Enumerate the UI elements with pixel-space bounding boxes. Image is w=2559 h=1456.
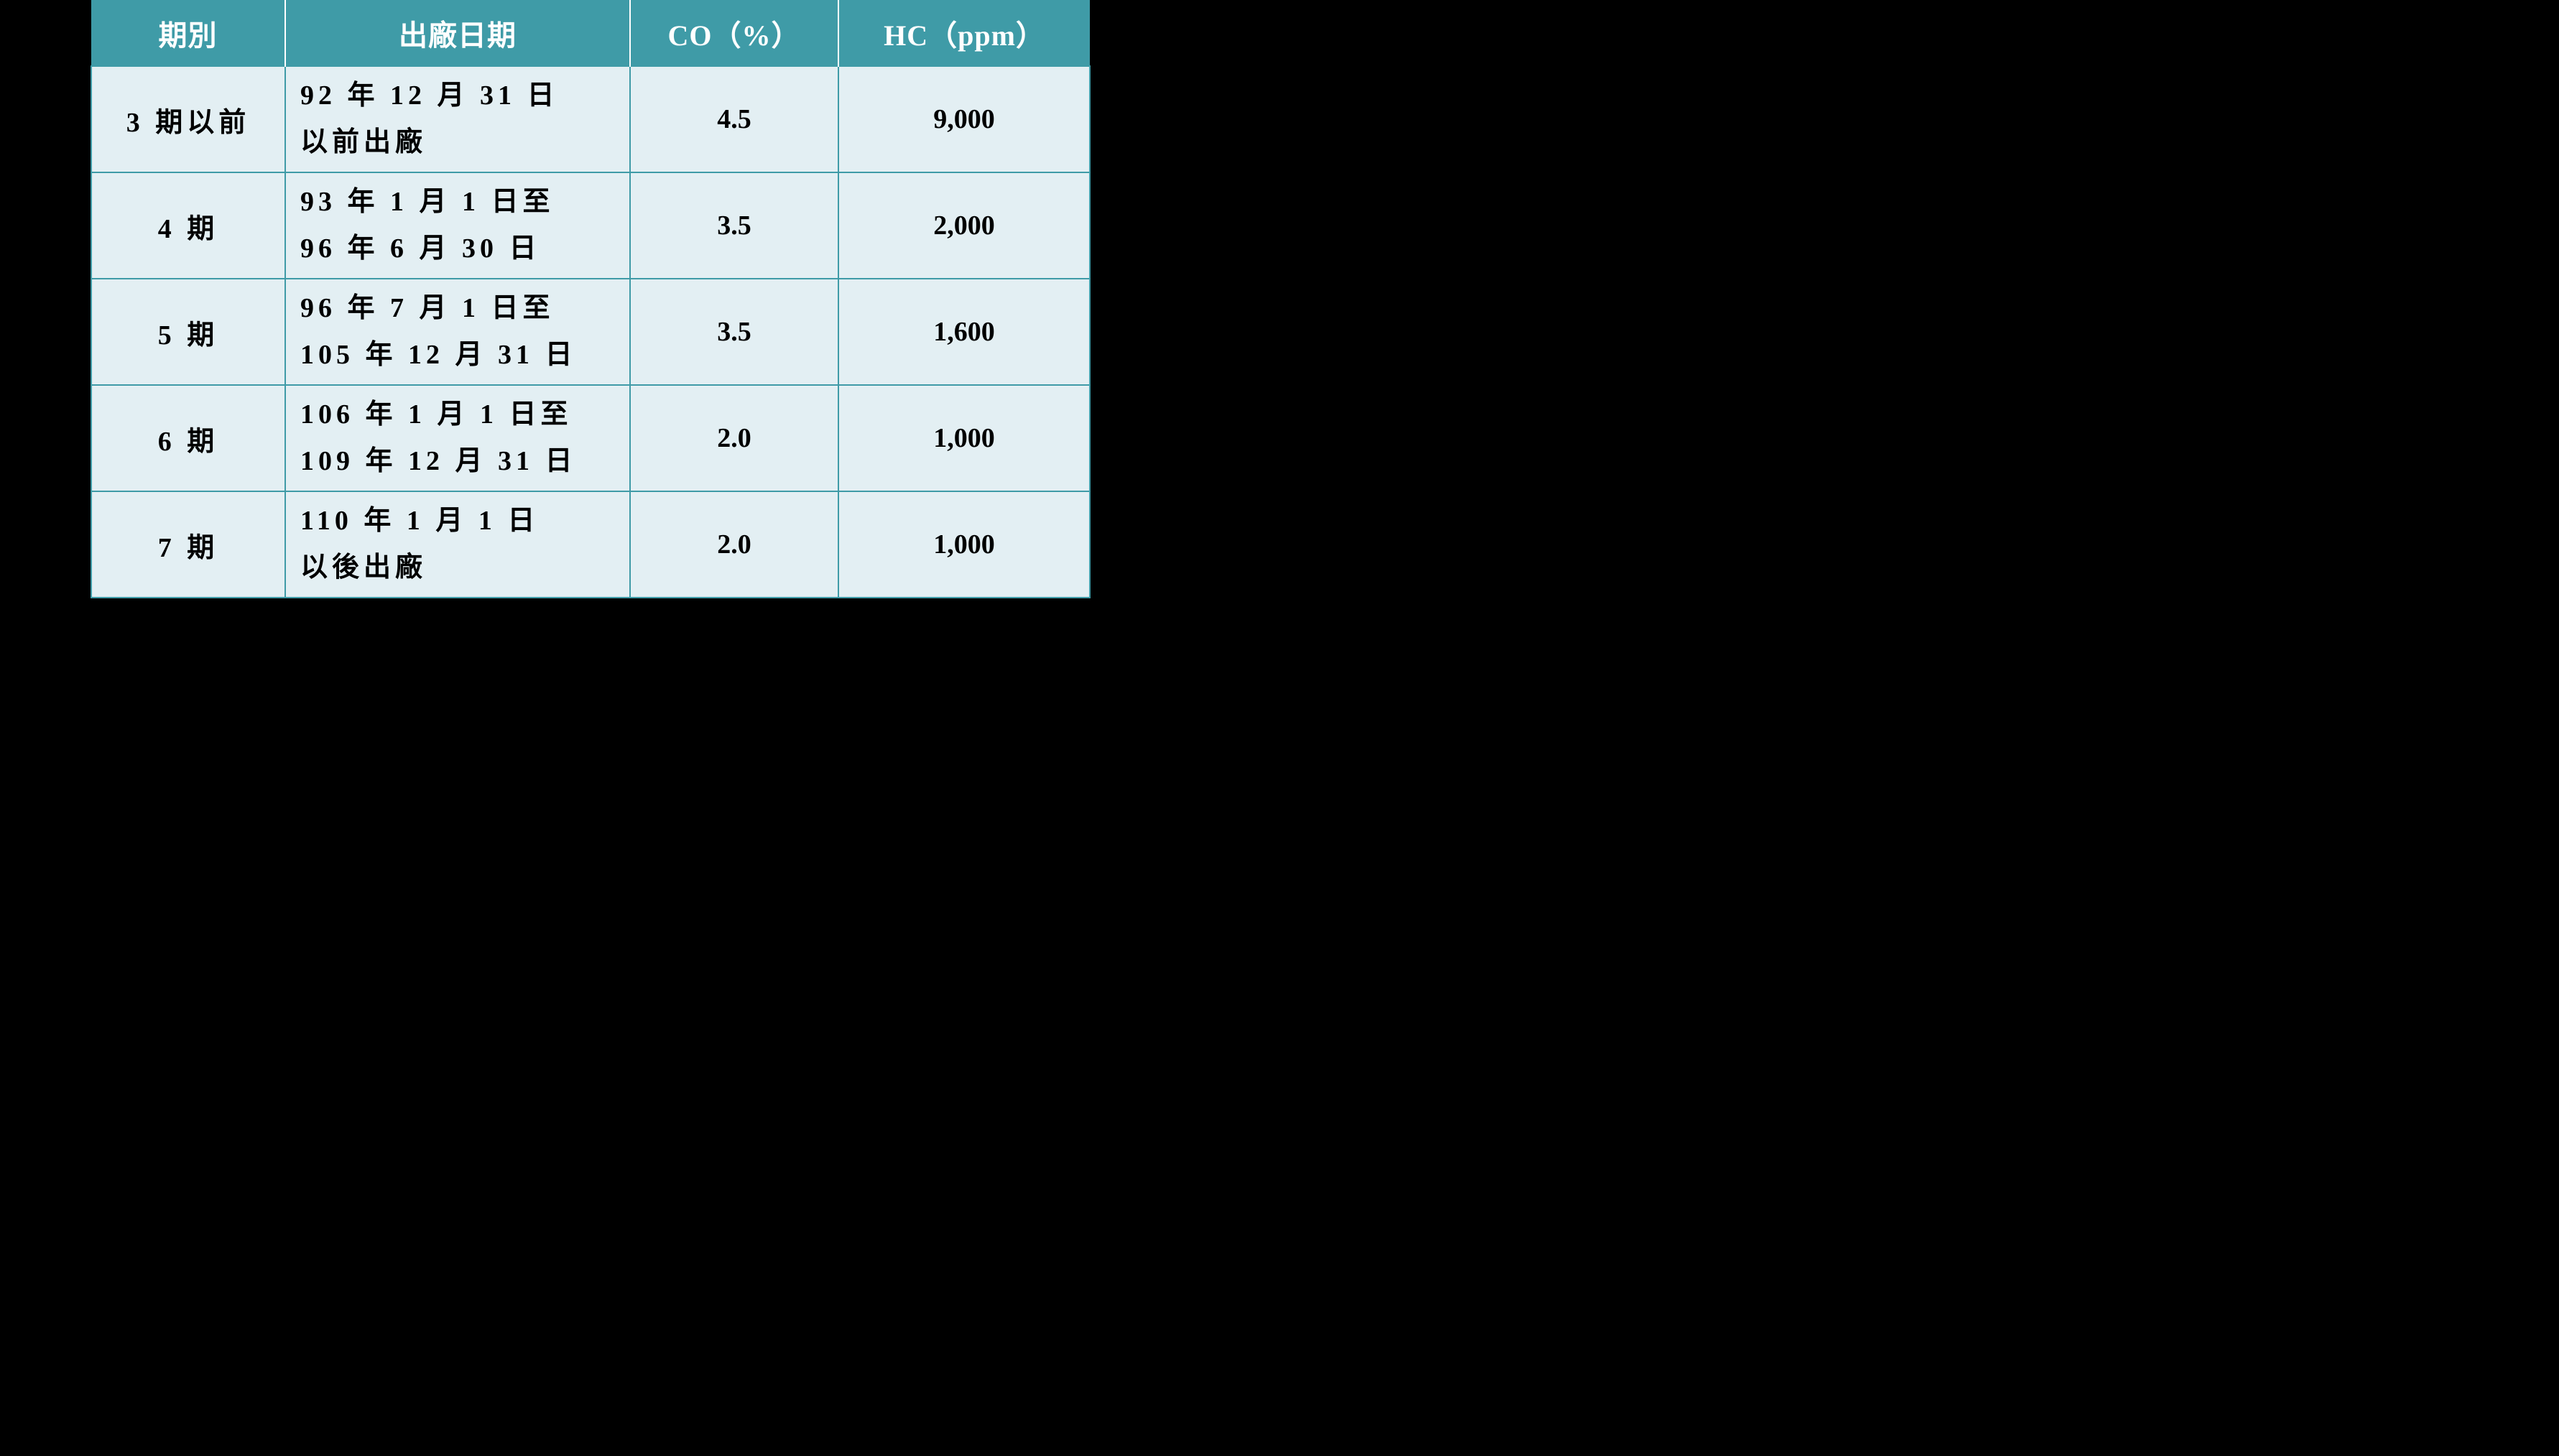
co-cell: 4.5: [630, 66, 838, 172]
date-line1: 110 年 1 月 1 日: [300, 498, 629, 544]
date-line1: 92 年 12 月 31 日: [300, 73, 629, 119]
period-cell: 5 期: [91, 279, 285, 385]
hc-cell: 1,000: [838, 491, 1090, 598]
period-cell: 7 期: [91, 491, 285, 598]
hc-cell: 9,000: [838, 66, 1090, 172]
period-cell: 6 期: [91, 385, 285, 491]
table-row: 4 期93 年 1 月 1 日至96 年 6 月 30 日3.52,000: [91, 172, 1090, 279]
date-line1: 106 年 1 月 1 日至: [300, 391, 629, 438]
date-cell: 96 年 7 月 1 日至105 年 12 月 31 日: [285, 279, 630, 385]
period-cell: 4 期: [91, 172, 285, 279]
date-line2: 109 年 12 月 31 日: [300, 438, 629, 485]
table-row: 5 期96 年 7 月 1 日至105 年 12 月 31 日3.51,600: [91, 279, 1090, 385]
date-line2: 105 年 12 月 31 日: [300, 332, 629, 379]
table-row: 7 期110 年 1 月 1 日以後出廠2.01,000: [91, 491, 1090, 598]
date-line2: 以後出廠: [300, 544, 629, 591]
table-row: 6 期106 年 1 月 1 日至109 年 12 月 31 日2.01,000: [91, 385, 1090, 491]
hc-cell: 2,000: [838, 172, 1090, 279]
col-header-co: CO（%）: [630, 0, 838, 66]
table-header-row: 期別 出廠日期 CO（%） HC（ppm）: [91, 0, 1090, 66]
date-line2: 以前出廠: [300, 119, 629, 166]
hc-cell: 1,000: [838, 385, 1090, 491]
co-cell: 2.0: [630, 385, 838, 491]
co-cell: 2.0: [630, 491, 838, 598]
col-header-period: 期別: [91, 0, 285, 66]
date-line1: 93 年 1 月 1 日至: [300, 179, 629, 226]
date-cell: 93 年 1 月 1 日至96 年 6 月 30 日: [285, 172, 630, 279]
period-cell: 3 期以前: [91, 66, 285, 172]
date-line1: 96 年 7 月 1 日至: [300, 285, 629, 332]
date-cell: 106 年 1 月 1 日至109 年 12 月 31 日: [285, 385, 630, 491]
date-cell: 92 年 12 月 31 日以前出廠: [285, 66, 630, 172]
emission-standards-table: 期別 出廠日期 CO（%） HC（ppm） 3 期以前92 年 12 月 31 …: [91, 0, 1091, 598]
table-row: 3 期以前92 年 12 月 31 日以前出廠4.59,000: [91, 66, 1090, 172]
page-canvas: 期別 出廠日期 CO（%） HC（ppm） 3 期以前92 年 12 月 31 …: [0, 0, 1106, 629]
date-cell: 110 年 1 月 1 日以後出廠: [285, 491, 630, 598]
co-cell: 3.5: [630, 172, 838, 279]
date-line2: 96 年 6 月 30 日: [300, 226, 629, 272]
co-cell: 3.5: [630, 279, 838, 385]
hc-cell: 1,600: [838, 279, 1090, 385]
col-header-date: 出廠日期: [285, 0, 630, 66]
col-header-hc: HC（ppm）: [838, 0, 1090, 66]
